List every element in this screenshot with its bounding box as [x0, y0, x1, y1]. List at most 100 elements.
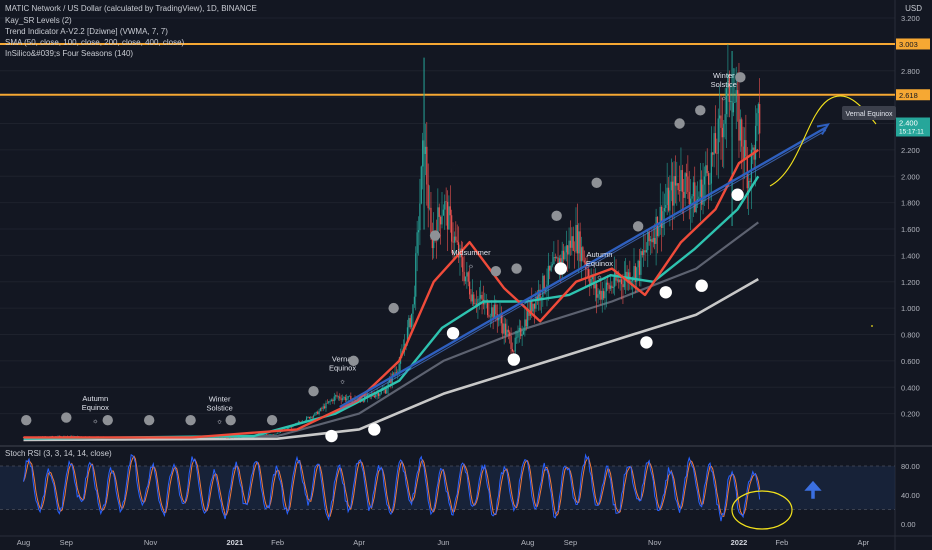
- candle-body: [723, 123, 725, 138]
- candle-body: [741, 119, 743, 147]
- new-moon-icon: [368, 423, 381, 436]
- candle-body: [735, 90, 737, 103]
- candle-body: [337, 396, 340, 398]
- candle-body: [695, 201, 697, 212]
- time-axis-tick: Nov: [144, 538, 158, 547]
- indicator-sr-levels[interactable]: Kay_SR Levels (2): [5, 16, 72, 25]
- candle-body: [332, 399, 334, 402]
- candle-body: [651, 239, 653, 243]
- candle-body: [288, 427, 290, 429]
- callout-box[interactable]: [842, 106, 896, 120]
- candle-body: [630, 281, 632, 284]
- full-moon-icon: [185, 415, 196, 426]
- full-moon-icon: [143, 415, 155, 426]
- candle-body: [275, 433, 277, 435]
- candle-body: [373, 395, 375, 397]
- candle-body: [452, 241, 454, 243]
- full-moon-icon: [551, 210, 562, 222]
- candle-body: [543, 275, 545, 292]
- candle-body: [739, 119, 741, 141]
- candle-body: [335, 395, 337, 397]
- trend-line[interactable]: [339, 126, 827, 409]
- price-axis-tick: 1.200: [901, 278, 920, 287]
- full-moon-icon: [225, 415, 236, 426]
- candle-body: [467, 272, 469, 282]
- candle-body: [720, 115, 722, 128]
- candle-body: [623, 278, 625, 288]
- candle-body: [603, 290, 605, 299]
- crescent-moon-icon: [654, 111, 660, 123]
- candle-body: [618, 279, 620, 283]
- price-axis-tick: 0.800: [901, 331, 920, 340]
- candle-body: [272, 434, 275, 435]
- candle-body: [589, 277, 591, 285]
- candle-body: [445, 201, 447, 202]
- candle-body: [430, 207, 432, 236]
- time-axis-tick: Aug: [17, 538, 30, 547]
- candle-body: [661, 206, 663, 229]
- candle-body: [633, 266, 635, 279]
- rsi-highlight-circle[interactable]: [731, 490, 793, 530]
- full-moon-icon: [61, 412, 72, 423]
- season-label: Autumn: [587, 250, 613, 259]
- candle-body: [408, 318, 410, 328]
- candle-body: [683, 191, 685, 198]
- candle-body: [437, 207, 439, 240]
- indicator-sma[interactable]: SMA (50, close, 100, close, 200, close, …: [5, 38, 185, 47]
- candle-body: [270, 434, 272, 435]
- candle-body: [514, 337, 516, 352]
- candle-body: [531, 300, 533, 312]
- time-axis-tick: Apr: [353, 538, 365, 547]
- candle-body: [656, 216, 659, 237]
- current-price-value: 2.400: [899, 119, 918, 128]
- candle-body: [441, 215, 443, 225]
- up-arrow-icon: [804, 480, 822, 499]
- candle-body: [315, 411, 317, 413]
- season-label: Equinox: [329, 364, 356, 373]
- new-moon-icon: [446, 326, 460, 340]
- price-axis-tick: 2.800: [901, 67, 920, 76]
- rsi-axis-tick: 40.00: [901, 491, 920, 500]
- new-moon-icon: [507, 353, 521, 366]
- candle-body: [422, 140, 424, 167]
- season-sun-icon: ☼: [339, 379, 345, 386]
- candle-body: [659, 206, 661, 227]
- candle-body: [692, 182, 694, 197]
- candle-body: [442, 209, 444, 216]
- candle-body: [665, 204, 667, 209]
- candle-body: [703, 176, 706, 185]
- season-sun-icon: ☼: [468, 263, 474, 270]
- rsi-title[interactable]: Stoch RSI (3, 3, 14, 14, close): [5, 449, 112, 458]
- candle-body: [655, 216, 657, 244]
- candle-body: [569, 240, 572, 248]
- candle-body: [263, 434, 265, 436]
- trend-line[interactable]: [339, 130, 827, 411]
- candle-body: [489, 316, 491, 318]
- candle-body: [556, 257, 558, 259]
- indicator-trend[interactable]: Trend Indicator A-V2.2 [Dziwne] (VWMA, 7…: [5, 27, 168, 36]
- season-label: Equinox: [82, 403, 109, 412]
- candle-body: [322, 406, 324, 409]
- candle-body: [438, 207, 440, 217]
- candle-body: [448, 206, 450, 230]
- candle-body: [388, 378, 391, 383]
- indicator-four-seasons[interactable]: InSilico&#039;s Four Seasons (140): [5, 49, 134, 58]
- candle-body: [474, 303, 476, 305]
- candle-body: [228, 437, 230, 439]
- candle-body: [221, 437, 223, 439]
- candle-body: [502, 323, 504, 334]
- crescent-moon-icon: [205, 415, 211, 426]
- price-axis-tick: 1.600: [901, 225, 920, 234]
- candle-body: [743, 140, 746, 159]
- full-moon-icon: [511, 263, 522, 274]
- candle-body: [517, 331, 519, 338]
- candle-body: [499, 315, 501, 318]
- rsi-k-line: [23, 453, 761, 522]
- candle-body: [698, 196, 700, 199]
- candle-body: [386, 389, 388, 394]
- candle-body: [713, 133, 715, 155]
- candle-body: [469, 281, 471, 295]
- candle-body: [333, 396, 335, 402]
